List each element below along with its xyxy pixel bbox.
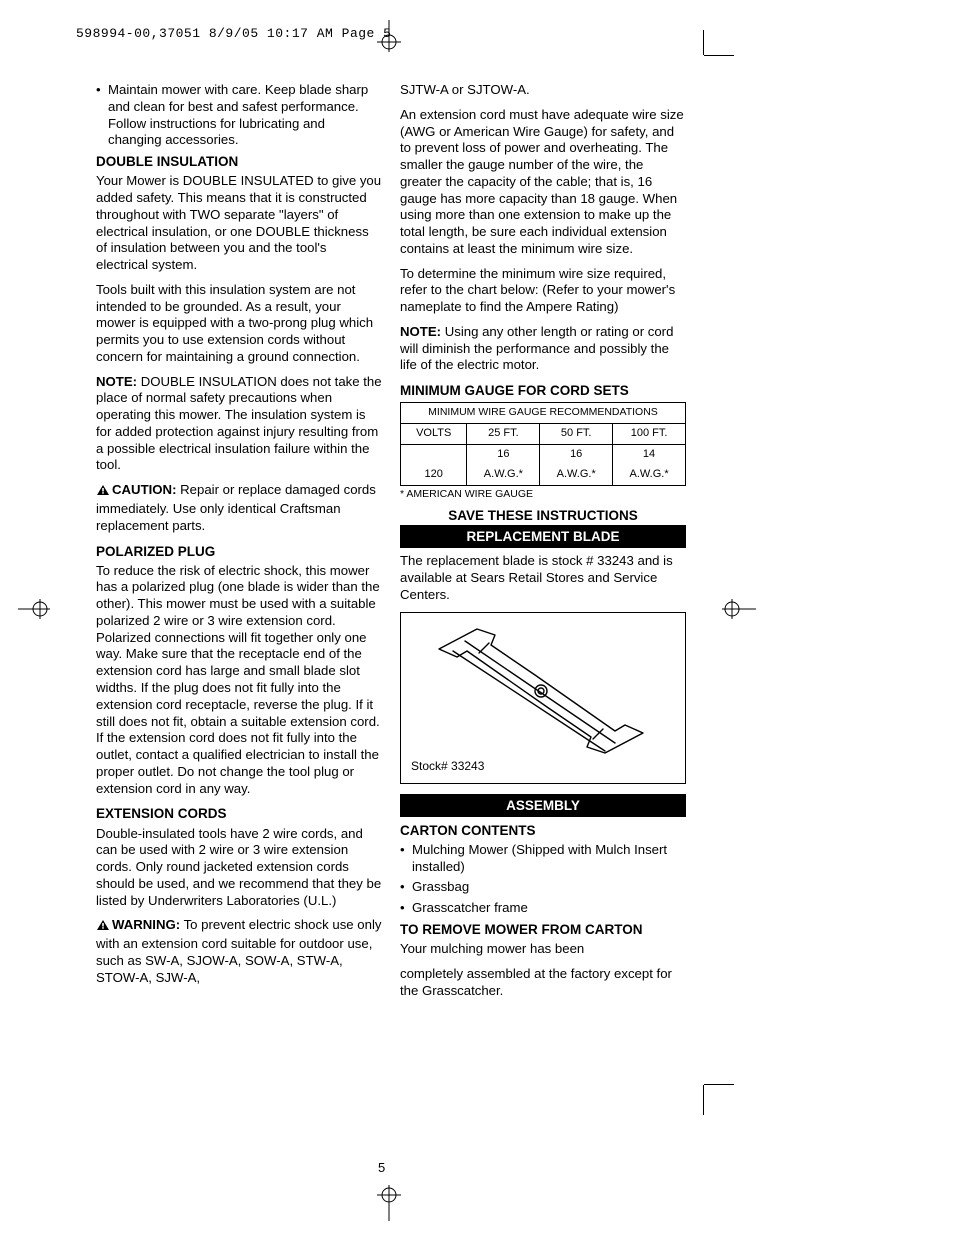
heading-min-gauge: MINIMUM GAUGE FOR CORD SETS: [400, 382, 686, 399]
left-column: • Maintain mower with care. Keep blade s…: [96, 82, 382, 1007]
bullet-text: Grasscatcher frame: [412, 900, 686, 917]
table-cell: A.W.G.*: [613, 465, 686, 485]
heading-double-insulation: DOUBLE INSULATION: [96, 153, 382, 170]
crop-mark: [704, 1084, 734, 1085]
heading-carton-contents: CARTON CONTENTS: [400, 822, 686, 839]
note-label: NOTE:: [400, 324, 441, 339]
bullet-marker: •: [400, 900, 412, 917]
paragraph: The replacement blade is stock # 33243 a…: [400, 553, 686, 603]
table-header: 50 FT.: [540, 423, 613, 444]
table-cell: A.W.G.*: [467, 465, 540, 485]
replacement-blade-bar: REPLACEMENT BLADE: [400, 525, 686, 548]
warning-icon: [96, 484, 110, 501]
paragraph: To determine the minimum wire size requi…: [400, 266, 686, 316]
table-cell: 16: [467, 444, 540, 464]
table-header: 25 FT.: [467, 423, 540, 444]
table-cell: 14: [613, 444, 686, 464]
blade-illustration: [419, 621, 669, 771]
bullet-text: Maintain mower with care. Keep blade sha…: [108, 82, 382, 149]
table-header: VOLTS: [401, 423, 467, 444]
table-cell: 16: [540, 444, 613, 464]
note-text: DOUBLE INSULATION does not take the plac…: [96, 374, 382, 473]
paragraph: Your Mower is DOUBLE INSULATED to give y…: [96, 173, 382, 274]
bullet-text: Grassbag: [412, 879, 686, 896]
stock-number-label: Stock# 33243: [411, 759, 484, 774]
paragraph: Your mulching mower has been: [400, 941, 686, 958]
table-header-row: VOLTS 25 FT. 50 FT. 100 FT.: [401, 423, 686, 444]
paragraph: CAUTION: Repair or replace damaged cords…: [96, 482, 382, 534]
registration-mark-top: [375, 20, 403, 56]
table-header: 100 FT.: [613, 423, 686, 444]
bullet-item: •Grassbag: [400, 879, 686, 896]
right-column: SJTW-A or SJTOW-A. An extension cord mus…: [400, 82, 686, 1007]
table-title: MINIMUM WIRE GAUGE RECOMMENDATIONS: [401, 403, 686, 423]
bullet-item: •Grasscatcher frame: [400, 900, 686, 917]
warning-icon: [96, 919, 110, 936]
caution-label: CAUTION:: [112, 482, 176, 497]
heading-polarized-plug: POLARIZED PLUG: [96, 543, 382, 560]
bullet-marker: •: [400, 879, 412, 896]
paragraph: completely assembled at the factory exce…: [400, 966, 686, 1000]
paragraph: An extension cord must have adequate wir…: [400, 107, 686, 258]
page-content: • Maintain mower with care. Keep blade s…: [96, 82, 686, 1007]
registration-mark-left: [18, 595, 54, 623]
bullet-marker: •: [96, 82, 108, 149]
assembly-bar: ASSEMBLY: [400, 794, 686, 817]
table-cell: A.W.G.*: [540, 465, 613, 485]
paragraph: Tools built with this insulation system …: [96, 282, 382, 366]
table-row: 120 16 16 14: [401, 444, 686, 464]
blade-illustration-box: Stock# 33243: [400, 612, 686, 784]
paragraph: To reduce the risk of electric shock, th…: [96, 563, 382, 798]
page-number: 5: [378, 1160, 385, 1175]
paragraph: Double-insulated tools have 2 wire cords…: [96, 826, 382, 910]
crop-mark: [703, 30, 704, 55]
bullet-item: • Maintain mower with care. Keep blade s…: [96, 82, 382, 149]
print-header-stamp: 598994-00,37051 8/9/05 10:17 AM Page 5: [76, 26, 391, 41]
bullet-marker: •: [400, 842, 412, 876]
table-cell: 120: [401, 444, 467, 485]
bullet-item: •Mulching Mower (Shipped with Mulch Inse…: [400, 842, 686, 876]
registration-mark-bottom: [375, 1185, 403, 1221]
crop-mark: [703, 1085, 704, 1115]
heading-extension-cords: EXTENSION CORDS: [96, 805, 382, 822]
paragraph: NOTE: Using any other length or rating o…: [400, 324, 686, 374]
registration-mark-right: [720, 595, 756, 623]
paragraph: SJTW-A or SJTOW-A.: [400, 82, 686, 99]
paragraph: WARNING: To prevent electric shock use o…: [96, 917, 382, 986]
table-footnote: * AMERICAN WIRE GAUGE: [400, 488, 686, 501]
paragraph: NOTE: DOUBLE INSULATION does not take th…: [96, 374, 382, 475]
crop-mark: [704, 55, 734, 56]
warning-label: WARNING:: [112, 917, 180, 932]
save-instructions-heading: SAVE THESE INSTRUCTIONS: [400, 507, 686, 524]
heading-remove-mower: TO REMOVE MOWER FROM CARTON: [400, 921, 686, 938]
note-text: Using any other length or rating or cord…: [400, 324, 673, 373]
gauge-table: MINIMUM WIRE GAUGE RECOMMENDATIONS VOLTS…: [400, 402, 686, 485]
note-label: NOTE:: [96, 374, 137, 389]
bullet-text: Mulching Mower (Shipped with Mulch Inser…: [412, 842, 686, 876]
